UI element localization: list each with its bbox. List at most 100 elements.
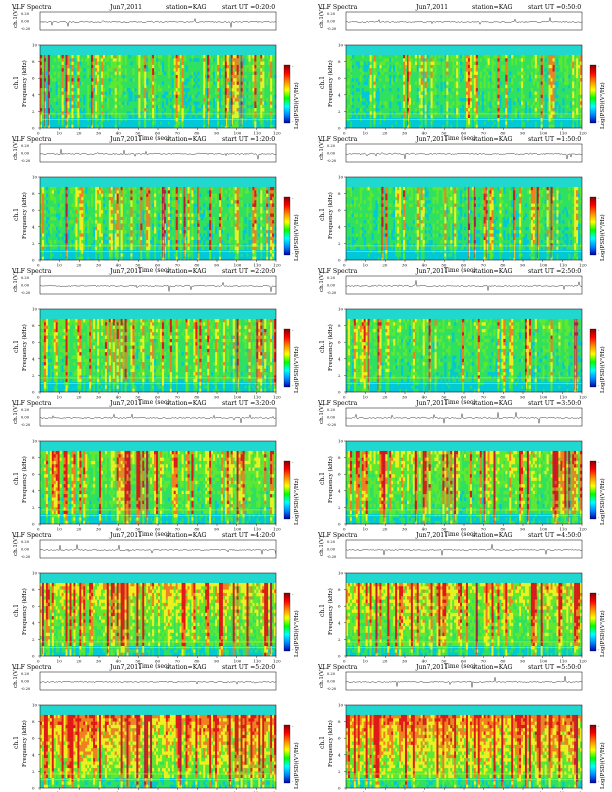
y-axis-frequency-label: Frequency (kHz) (21, 60, 28, 107)
waveform-tick-label: 0.00 (21, 20, 30, 24)
panel-date: Jun7,2011 (109, 268, 142, 275)
frequency-tick-label: 2 (32, 241, 35, 246)
waveform-frame (346, 12, 582, 30)
y-axis-channel-label: ch.1 (13, 472, 20, 485)
frequency-tick-label: 10 (32, 703, 38, 708)
frequency-tick-label: 2 (338, 241, 341, 246)
waveform-tick-label: -0.20 (327, 687, 337, 691)
time-tick-label: 30 (96, 131, 102, 136)
y-axis-frequency-label: Frequency (kHz) (21, 588, 28, 635)
panel-start-time: start UT =0:20:0 (222, 4, 275, 11)
waveform-tick-label: 0.00 (327, 152, 336, 156)
time-tick-label: 90 (214, 263, 220, 268)
x-axis-label: Time (sec) (444, 531, 476, 538)
panel-date: Jun7,2011 (109, 136, 142, 143)
y-axis-channel-label: ch.1 (319, 472, 326, 485)
panel-date: Jun7,2011 (415, 664, 448, 671)
frequency-tick-label: 6 (338, 340, 341, 345)
panel-date: Jun7,2011 (415, 400, 448, 407)
frequency-tick-label: 6 (32, 208, 35, 213)
waveform-axis-label: ch.1(V) (318, 140, 325, 160)
waveform-axis-label: ch.1(V) (318, 668, 325, 688)
spectrogram-panel: VLF Spectra Jun7,2011 station=KAG start UT … (317, 532, 606, 670)
time-tick-label: 10 (363, 527, 369, 532)
frequency-tick-label: 2 (338, 505, 341, 510)
spectrogram-panel: VLF Spectra Jun7,2011 station=KAG start UT … (11, 4, 300, 142)
y-axis-frequency-label: Frequency (kHz) (21, 720, 28, 767)
frequency-tick-label: 6 (32, 472, 35, 477)
time-tick-label: 80 (194, 131, 200, 136)
time-tick-label: 120 (579, 659, 587, 664)
colorbar-tick-label: - (292, 196, 294, 201)
panel-start-time: start UT =5:50:0 (528, 664, 581, 671)
y-axis-frequency-label: Frequency (kHz) (327, 456, 334, 503)
waveform-axis-label: ch.1(V) (318, 404, 325, 424)
spectrogram-upper-band (346, 177, 582, 187)
colorbar (590, 461, 596, 519)
time-tick-label: 100 (234, 395, 242, 400)
colorbar-label: Log(PSD)(V²/Hz) (599, 478, 606, 525)
time-tick-label: 120 (273, 395, 281, 400)
time-tick-label: 120 (273, 131, 281, 136)
time-tick-label: 100 (234, 131, 242, 136)
frequency-tick-label: 8 (32, 59, 35, 64)
frequency-tick-label: 2 (338, 373, 341, 378)
time-tick-label: 90 (214, 527, 220, 532)
time-tick-label: 100 (540, 263, 548, 268)
time-tick-label: 90 (520, 395, 526, 400)
time-tick-label: 120 (579, 395, 587, 400)
waveform-tick-label: -0.20 (21, 555, 31, 559)
y-axis-frequency-label: Frequency (kHz) (327, 720, 334, 767)
colorbar-label: Log(PSD)(V²/Hz) (293, 742, 300, 789)
panel-date: Jun7,2011 (109, 532, 142, 539)
spectrogram-upper-band (346, 573, 582, 583)
time-tick-label: 70 (481, 263, 487, 268)
waveform-tick-label: 0.20 (21, 12, 30, 16)
panel-station: station=KAG (166, 532, 207, 539)
time-tick-label: 20 (382, 395, 388, 400)
time-tick-label: 30 (402, 527, 408, 532)
time-tick-label: 20 (76, 395, 82, 400)
time-tick-label: 0 (37, 659, 40, 664)
y-axis-channel-label: ch.1 (319, 76, 326, 89)
panel-start-time: start UT =4:50:0 (528, 532, 581, 539)
time-tick-label: 20 (76, 131, 82, 136)
spectrogram-upper-band (346, 441, 582, 451)
colorbar-tick-label: - (598, 460, 600, 465)
time-tick-label: 100 (234, 263, 242, 268)
y-axis-channel-label: ch.1 (13, 340, 20, 353)
time-tick-label: 10 (57, 659, 63, 664)
waveform-tick-label: -0.20 (327, 555, 337, 559)
time-tick-label: 40 (116, 263, 122, 268)
time-tick-label: 120 (273, 659, 281, 664)
frequency-tick-label: 8 (32, 455, 35, 460)
time-tick-label: 40 (116, 527, 122, 532)
frequency-tick-label: 2 (338, 769, 341, 774)
y-axis-frequency-label: Frequency (kHz) (327, 588, 334, 635)
colorbar-label: Log(PSD)(V²/Hz) (293, 610, 300, 657)
spectrogram-upper-band (346, 705, 582, 715)
waveform-frame (346, 540, 582, 558)
waveform-axis-label: ch.1(V) (12, 8, 19, 28)
waveform-tick-label: 0.00 (21, 680, 30, 684)
time-tick-label: 90 (520, 659, 526, 664)
time-tick-label: 30 (402, 395, 408, 400)
colorbar-tick-label: - (598, 592, 600, 597)
panel-station: station=KAG (472, 532, 513, 539)
colorbar (284, 65, 290, 123)
time-tick-label: 110 (559, 395, 567, 400)
frequency-tick-label: 10 (338, 703, 344, 708)
time-tick-label: 110 (253, 659, 261, 664)
spectrogram-cells (40, 715, 276, 788)
y-axis-frequency-label: Frequency (kHz) (327, 324, 334, 371)
frequency-tick-label: 4 (32, 620, 35, 625)
waveform-tick-label: 0.00 (21, 548, 30, 552)
panel-date: Jun7,2011 (415, 268, 448, 275)
colorbar-tick-label: - (292, 592, 294, 597)
time-tick-label: 110 (253, 131, 261, 136)
y-axis-channel-label: ch.1 (319, 736, 326, 749)
panel-station: station=KAG (472, 4, 513, 11)
time-tick-label: 70 (175, 659, 181, 664)
spectrogram-cells (40, 451, 276, 524)
y-axis-channel-label: ch.1 (13, 76, 20, 89)
